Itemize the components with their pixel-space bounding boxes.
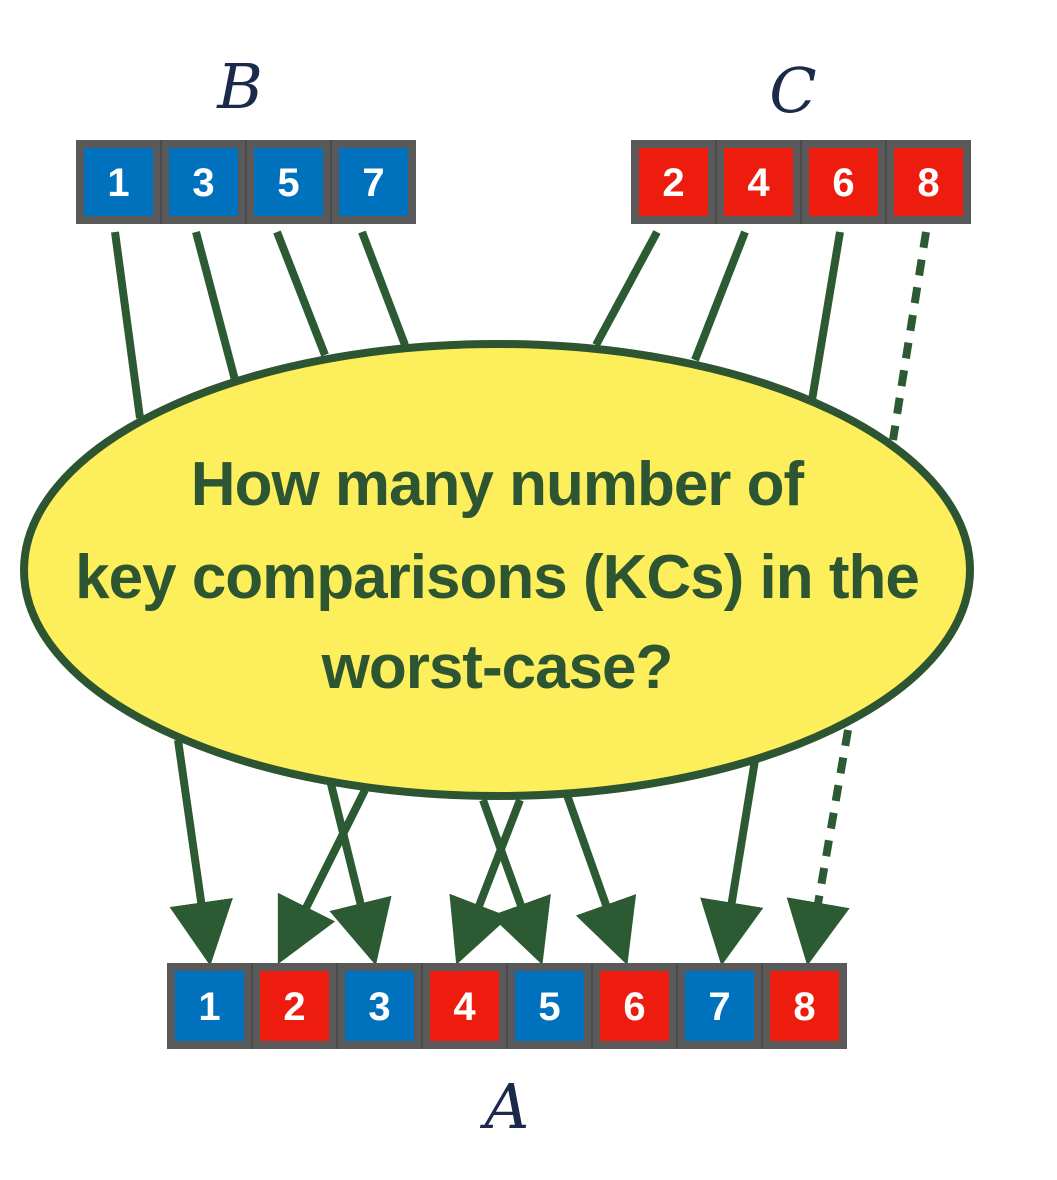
array-b-value: 7 bbox=[362, 161, 384, 205]
question-line-1: How many number of bbox=[191, 450, 805, 519]
array-b-cell bbox=[84, 148, 153, 216]
array-a-cell bbox=[345, 971, 414, 1041]
merge-arrow-top bbox=[111, 231, 144, 419]
array-a-value: 4 bbox=[453, 985, 476, 1029]
merge-arrow-top bbox=[192, 230, 239, 382]
array-b-cell bbox=[254, 148, 323, 216]
array-a-value: 8 bbox=[793, 985, 815, 1029]
merge-arrow-dotted-top bbox=[889, 231, 930, 441]
array-b-value: 3 bbox=[192, 161, 214, 205]
merge-arrow-bottom bbox=[169, 739, 233, 966]
array-b-cell bbox=[339, 148, 408, 216]
array-c-value: 2 bbox=[662, 161, 684, 205]
array-a-label: A bbox=[480, 1070, 530, 1143]
merge-arrow-bottom bbox=[449, 798, 524, 965]
array-c-label: C bbox=[769, 54, 816, 127]
array-a-value: 3 bbox=[368, 985, 390, 1029]
array-c-cell bbox=[894, 148, 963, 216]
arrow-group bbox=[111, 230, 930, 966]
array-a-cell bbox=[600, 971, 669, 1041]
array-a-cell bbox=[685, 971, 754, 1041]
array-a-cell bbox=[430, 971, 499, 1041]
array-a-cell bbox=[175, 971, 244, 1041]
array-a-value: 6 bbox=[623, 985, 645, 1029]
array-b-value: 5 bbox=[277, 161, 299, 205]
array-c-cell bbox=[724, 148, 793, 216]
array-a-value: 2 bbox=[283, 985, 305, 1029]
array-a-value: 1 bbox=[198, 985, 220, 1029]
merge-arrow-bottom bbox=[700, 759, 764, 966]
array-c: 2 4 6 8 bbox=[631, 140, 971, 224]
merge-arrow-top bbox=[592, 230, 661, 347]
merge-arrow-bottom bbox=[277, 788, 369, 965]
merge-arrow-top bbox=[273, 230, 329, 357]
merge-arrow-dotted-bottom bbox=[786, 729, 852, 966]
question-ellipse bbox=[20, 340, 974, 800]
array-a-cell bbox=[515, 971, 584, 1041]
array-a-value: 7 bbox=[708, 985, 730, 1029]
array-b-cell bbox=[169, 148, 238, 216]
array-a: 1 2 3 4 5 6 7 8 bbox=[167, 963, 847, 1049]
question-line-3: worst-case? bbox=[321, 633, 673, 702]
merge-arrow-bottom bbox=[563, 793, 637, 966]
array-c-cell bbox=[639, 148, 708, 216]
merge-arrow-top bbox=[691, 230, 749, 362]
merge-arrow-top bbox=[358, 230, 409, 347]
merge-arrow-bottom bbox=[326, 779, 392, 966]
array-a-cell bbox=[260, 971, 329, 1041]
array-b-label: B bbox=[216, 50, 263, 123]
array-b-value: 1 bbox=[107, 161, 129, 205]
array-a-cell bbox=[770, 971, 839, 1041]
merge-arrow-bottom bbox=[479, 798, 551, 966]
array-c-cell bbox=[809, 148, 878, 216]
array-a-value: 5 bbox=[538, 985, 560, 1029]
array-c-value: 8 bbox=[917, 161, 939, 205]
array-b: 1 3 5 7 bbox=[76, 140, 416, 224]
array-c-value: 4 bbox=[747, 161, 770, 205]
merge-arrow-top bbox=[808, 231, 844, 401]
array-c-value: 6 bbox=[832, 161, 854, 205]
question-line-2: key comparisons (KCs) in the bbox=[75, 543, 919, 612]
